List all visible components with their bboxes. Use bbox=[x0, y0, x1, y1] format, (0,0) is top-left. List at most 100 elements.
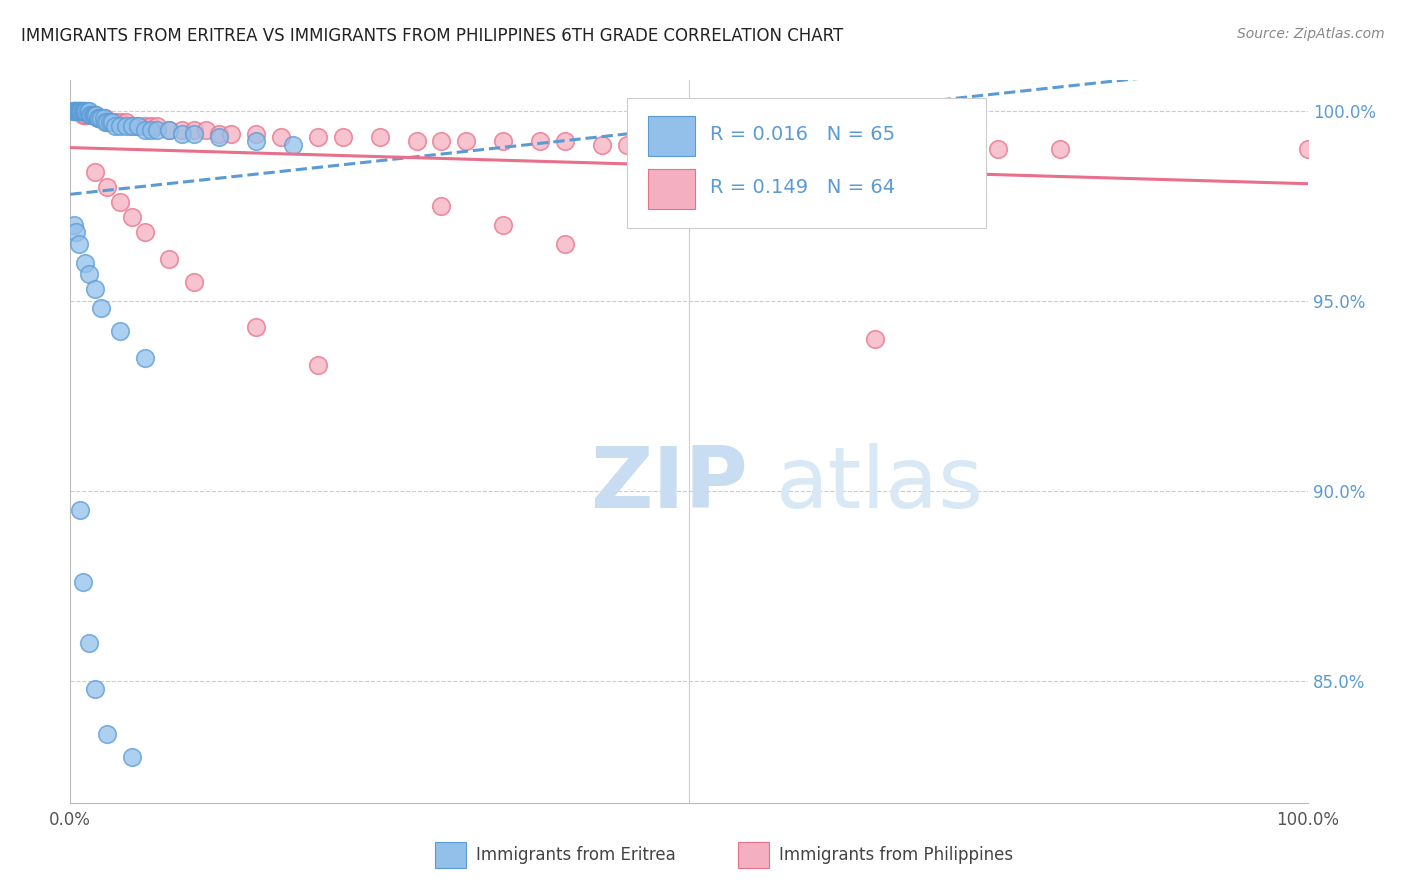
Point bbox=[108, 115, 131, 129]
Point bbox=[72, 575, 94, 590]
Point bbox=[93, 112, 115, 126]
Point bbox=[591, 137, 613, 152]
Point bbox=[554, 236, 576, 251]
Bar bbox=[436, 842, 467, 868]
Point bbox=[139, 122, 162, 136]
Point bbox=[115, 115, 138, 129]
Text: R = 0.016   N = 65: R = 0.016 N = 65 bbox=[710, 125, 896, 144]
Text: R = 0.149   N = 64: R = 0.149 N = 64 bbox=[710, 178, 896, 197]
Point bbox=[98, 115, 121, 129]
Point bbox=[121, 119, 143, 133]
Point bbox=[456, 134, 478, 148]
Point bbox=[208, 130, 231, 145]
Point bbox=[108, 194, 131, 209]
Point bbox=[84, 107, 107, 121]
Point bbox=[94, 112, 117, 126]
Point bbox=[84, 107, 107, 121]
Point bbox=[245, 127, 267, 141]
Point bbox=[87, 112, 110, 126]
Point bbox=[987, 142, 1010, 156]
Point bbox=[245, 320, 267, 334]
Point bbox=[77, 107, 100, 121]
Text: ZIP: ZIP bbox=[591, 443, 748, 526]
Point bbox=[84, 282, 107, 296]
Point bbox=[84, 107, 107, 121]
Point bbox=[121, 119, 143, 133]
Point bbox=[63, 103, 86, 118]
Point bbox=[94, 115, 117, 129]
Point bbox=[529, 134, 551, 148]
Point bbox=[127, 119, 149, 133]
Point bbox=[134, 226, 156, 240]
Point bbox=[183, 275, 205, 289]
Point bbox=[115, 119, 138, 133]
Point bbox=[70, 103, 93, 118]
Point bbox=[1049, 142, 1071, 156]
Point bbox=[82, 107, 104, 121]
Point bbox=[100, 115, 122, 129]
Text: Immigrants from Philippines: Immigrants from Philippines bbox=[779, 846, 1014, 863]
Point bbox=[90, 301, 112, 316]
Point bbox=[146, 122, 169, 136]
Bar bbox=[738, 842, 769, 868]
Point bbox=[69, 103, 91, 118]
Point bbox=[1296, 142, 1319, 156]
Point bbox=[66, 103, 89, 118]
Point bbox=[219, 127, 242, 141]
Point bbox=[72, 103, 94, 118]
Point bbox=[79, 107, 101, 121]
Text: Immigrants from Eritrea: Immigrants from Eritrea bbox=[477, 846, 676, 863]
Point bbox=[863, 142, 886, 156]
Point bbox=[368, 130, 391, 145]
Point bbox=[492, 218, 515, 232]
Point bbox=[170, 127, 193, 141]
Point bbox=[96, 727, 118, 741]
Point bbox=[157, 122, 180, 136]
Point bbox=[86, 112, 108, 126]
Point bbox=[703, 137, 725, 152]
Point bbox=[65, 103, 87, 118]
Point bbox=[77, 636, 100, 650]
Point bbox=[75, 107, 97, 121]
Point bbox=[405, 134, 427, 148]
Point bbox=[90, 112, 112, 126]
Point bbox=[678, 137, 700, 152]
Point bbox=[77, 267, 100, 281]
Point bbox=[73, 103, 96, 118]
Point bbox=[65, 103, 87, 118]
Point bbox=[69, 503, 91, 517]
Point bbox=[70, 103, 93, 118]
Point bbox=[67, 236, 90, 251]
Point bbox=[63, 218, 86, 232]
Point bbox=[430, 199, 453, 213]
Point bbox=[170, 122, 193, 136]
Text: IMMIGRANTS FROM ERITREA VS IMMIGRANTS FROM PHILIPPINES 6TH GRADE CORRELATION CHA: IMMIGRANTS FROM ERITREA VS IMMIGRANTS FR… bbox=[21, 27, 844, 45]
Point bbox=[208, 127, 231, 141]
Point bbox=[776, 137, 799, 152]
Point bbox=[801, 142, 824, 156]
Point bbox=[183, 127, 205, 141]
Point bbox=[67, 103, 90, 118]
Point bbox=[83, 107, 105, 121]
FancyBboxPatch shape bbox=[627, 98, 986, 228]
Point bbox=[77, 103, 100, 118]
Point bbox=[69, 103, 91, 118]
Point bbox=[270, 130, 292, 145]
Point bbox=[430, 134, 453, 148]
Point bbox=[66, 103, 89, 118]
Point bbox=[183, 122, 205, 136]
Point bbox=[82, 107, 104, 121]
Point bbox=[121, 210, 143, 224]
Point bbox=[281, 137, 304, 152]
Point bbox=[104, 115, 127, 129]
Point bbox=[108, 324, 131, 338]
Point bbox=[67, 103, 90, 118]
Point bbox=[863, 332, 886, 346]
Point bbox=[65, 226, 87, 240]
Point bbox=[108, 119, 131, 133]
Point bbox=[65, 103, 87, 118]
Point bbox=[652, 137, 675, 152]
Bar bbox=[648, 169, 695, 209]
Point bbox=[76, 103, 98, 118]
Point bbox=[72, 107, 94, 121]
